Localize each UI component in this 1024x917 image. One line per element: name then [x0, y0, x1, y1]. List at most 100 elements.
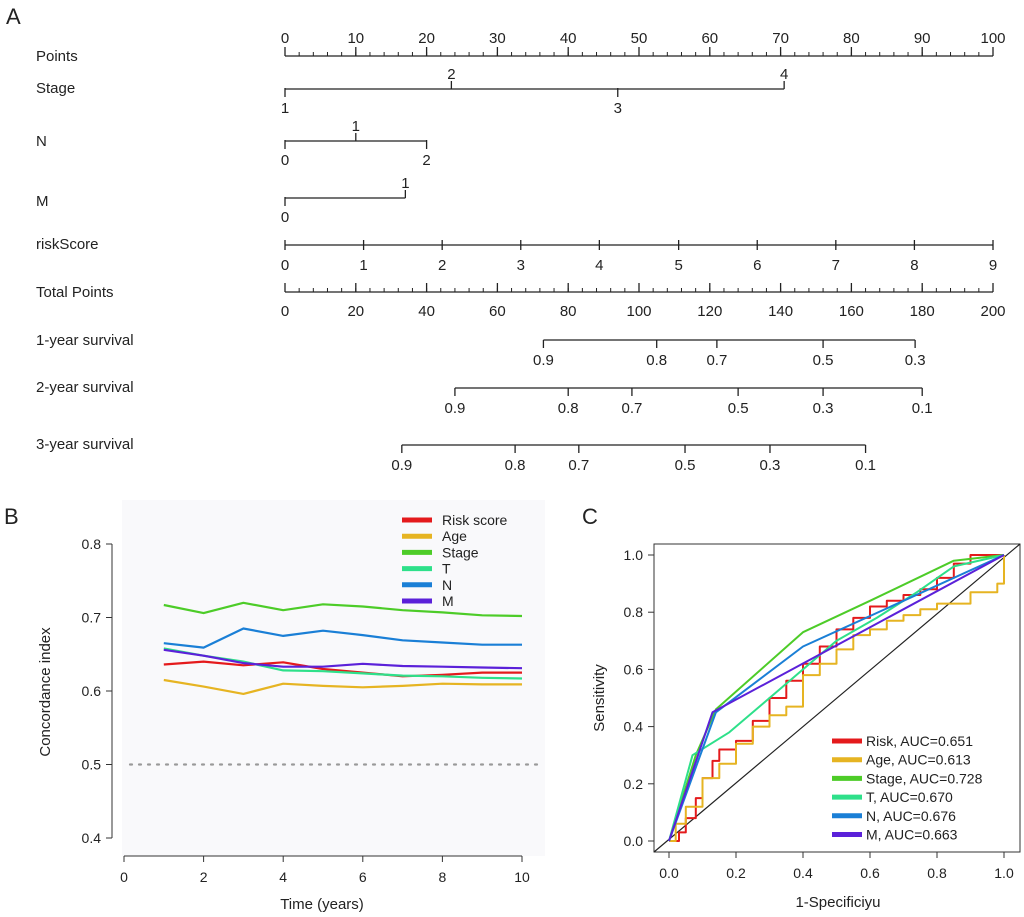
series-line-risk-score — [163, 660, 522, 678]
series-line-stage — [163, 601, 523, 618]
nomogram-tick-label: 0.7 — [706, 352, 727, 369]
nomogram-tick-label: 0.9 — [391, 457, 412, 474]
legend-label-risk: Risk, AUC=0.651 — [866, 733, 973, 749]
nomogram-tick-label: 80 — [843, 30, 860, 47]
nomogram-tick-label: 20 — [347, 303, 364, 320]
legend-label-risk-score: Risk score — [442, 512, 508, 528]
diagonal-reference-line — [653, 543, 1021, 853]
nomogram-tick-label: 0.9 — [444, 400, 465, 417]
nomogram-tick-label: 200 — [980, 303, 1005, 320]
legend-label-n: N, AUC=0.676 — [866, 808, 956, 824]
nomogram-tick-label: 3 — [614, 100, 622, 117]
nomogram-tick-label: 0 — [281, 30, 289, 47]
plot-frame — [653, 543, 1021, 853]
nomogram-tick-label: 0.3 — [760, 457, 781, 474]
nomogram-tick-label: 140 — [768, 303, 793, 320]
nomogram-tick-label: 80 — [560, 303, 577, 320]
nomogram-tick-label: 60 — [489, 303, 506, 320]
nomogram-tick-label: 2 — [422, 152, 430, 169]
nomogram-tick-label: 180 — [910, 303, 935, 320]
nomogram-tick-label: 0.1 — [912, 400, 933, 417]
nomogram-tick-label: 4 — [780, 66, 788, 83]
y-axis-tick-label: 0.0 — [624, 833, 644, 849]
y-axis-tick-label: 0.6 — [624, 661, 644, 677]
y-axis-tick-label: 0.4 — [624, 719, 644, 735]
nomogram-tick-label: 0 — [281, 209, 289, 226]
legend-label-m: M — [442, 593, 454, 609]
x-axis-tick-label: 4 — [279, 869, 287, 885]
x-axis-tick-label: 8 — [439, 869, 447, 885]
x-axis-tick-label: 0.4 — [793, 865, 813, 881]
nomogram-tick-label: 0.7 — [621, 400, 642, 417]
nomogram-tick-label: 100 — [626, 303, 651, 320]
nomogram-tick-label: 2 — [447, 66, 455, 83]
nomogram-row-label-1-year-survival: 1-year survival — [36, 332, 134, 349]
nomogram-row-label-2-year-survival: 2-year survival — [36, 379, 134, 396]
x-axis-tick-label: 0.8 — [927, 865, 947, 881]
concordance-index-panel: 0.4 0.5 0.6 0.7 0.8 0 2 4 6 8 10 Time (years) Concor… — [37, 500, 545, 913]
nomogram-tick-label: 4 — [595, 257, 603, 274]
legend-label-age: Age, AUC=0.613 — [866, 752, 971, 768]
y-axis-title: Sensitivity — [591, 664, 608, 732]
nomogram-tick-label: 160 — [839, 303, 864, 320]
nomogram-tick-label: 7 — [832, 257, 840, 274]
nomogram-row-label-3-year-survival: 3-year survival — [36, 436, 134, 453]
nomogram-tick-label: 1 — [352, 118, 360, 135]
nomogram-tick-label: 40 — [560, 30, 577, 47]
y-axis-tick-label: 0.4 — [82, 830, 102, 846]
nomogram-row-label-riskscore: riskScore — [36, 236, 99, 253]
y-axis-tick-label: 0.7 — [82, 610, 102, 626]
nomogram-tick-label: 0.3 — [905, 352, 926, 369]
nomogram-tick-label: 0.8 — [505, 457, 526, 474]
y-axis-tick-label: 1.0 — [624, 547, 644, 563]
nomogram-tick-label: 60 — [701, 30, 718, 47]
panel-label-c: C — [582, 504, 598, 529]
x-axis-tick-label: 1.0 — [994, 865, 1014, 881]
nomogram-tick-label: 40 — [418, 303, 435, 320]
roc-curve-stage — [668, 554, 1005, 842]
x-axis-tick-label: 2 — [200, 869, 208, 885]
nomogram-tick-label: 70 — [772, 30, 789, 47]
nomogram-tick-label: 0 — [281, 303, 289, 320]
nomogram-tick-label: 9 — [989, 257, 997, 274]
panel-label-b: B — [4, 504, 19, 529]
x-axis-tick-label: 6 — [359, 869, 367, 885]
y-axis-tick-label: 0.2 — [624, 776, 644, 792]
series-line-m — [163, 648, 523, 670]
nomogram-tick-label: 0.5 — [813, 352, 834, 369]
nomogram-tick-label: 0.9 — [533, 352, 554, 369]
nomogram-tick-label: 1 — [359, 257, 367, 274]
roc-panel: 0.0 0.2 0.4 0.6 0.8 1.0 0.0 0.2 0.4 0.6 0.8 1.0 1-Sp… — [591, 543, 1021, 911]
y-axis-title: Concordance index — [37, 627, 54, 757]
roc-curve-age — [669, 555, 1005, 842]
nomogram-row-label-total-points: Total Points — [36, 284, 114, 301]
nomogram-tick-label: 0.5 — [728, 400, 749, 417]
nomogram-tick-label: 0 — [281, 152, 289, 169]
nomogram-tick-label: 0.5 — [675, 457, 696, 474]
nomogram-tick-label: 5 — [674, 257, 682, 274]
nomogram-tick-label: 120 — [697, 303, 722, 320]
nomogram-tick-label: 0.7 — [568, 457, 589, 474]
x-axis-title: 1-Specificiyu — [795, 894, 880, 911]
legend-label-n: N — [442, 577, 452, 593]
x-axis-tick-label: 0.2 — [726, 865, 746, 881]
x-axis-tick-label: 10 — [514, 869, 530, 885]
nomogram-tick-label: 3 — [517, 257, 525, 274]
nomogram-row-label-m: M — [36, 193, 49, 210]
legend-label-age: Age — [442, 528, 467, 544]
nomogram-tick-label: 10 — [347, 30, 364, 47]
nomogram-tick-label: 0.3 — [813, 400, 834, 417]
y-axis-tick-label: 0.6 — [82, 683, 102, 699]
legend-label-t: T, AUC=0.670 — [866, 789, 953, 805]
nomogram-tick-label: 30 — [489, 30, 506, 47]
nomogram-tick-label: 20 — [418, 30, 435, 47]
x-axis-tick-label: 0.0 — [659, 865, 679, 881]
legend-label-t: T — [442, 561, 451, 577]
y-axis-tick-label: 0.8 — [82, 536, 102, 552]
legend-label-stage: Stage — [442, 544, 479, 560]
nomogram-tick-label: 0.8 — [558, 400, 579, 417]
nomogram-tick-label: 50 — [631, 30, 648, 47]
nomogram-row-label-points: Points — [36, 48, 78, 65]
